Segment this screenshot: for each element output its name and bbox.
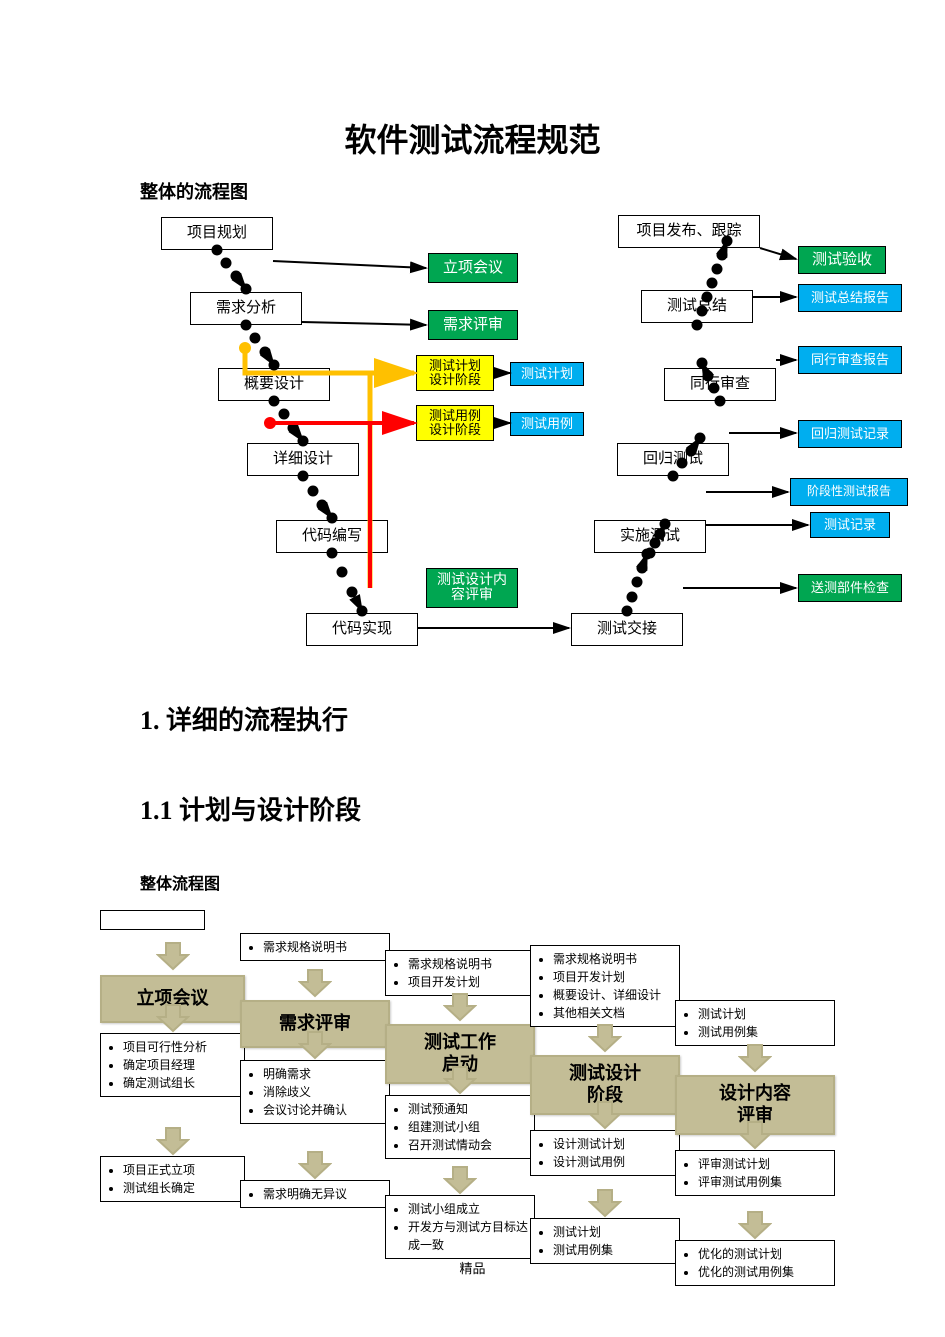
flow-node-b1: 测试计划: [510, 362, 584, 386]
flow-node-g2: 需求评审: [428, 310, 518, 340]
flow2-input-box: 测试计划测试用例集: [675, 1000, 835, 1046]
down-arrow-icon: [443, 992, 477, 1022]
flow-node-s6: 测试记录: [810, 512, 890, 538]
flow-node-s1: 测试验收: [798, 246, 886, 274]
down-arrow-icon: [156, 1126, 190, 1156]
down-arrow-icon: [738, 1210, 772, 1240]
down-arrow-icon: [156, 941, 190, 971]
flow-node-n1: 项目规划: [161, 217, 273, 250]
down-arrow-icon: [298, 1150, 332, 1180]
flow-node-g3: 测试设计内容评审: [426, 568, 518, 608]
flow-node-r6: 测试交接: [571, 613, 683, 646]
flow2-detail-box: 设计测试计划设计测试用例: [530, 1130, 680, 1176]
heading-1: 1. 详细的流程执行: [140, 700, 348, 737]
doc-title: 软件测试流程规范: [0, 115, 945, 161]
flow-node-s3: 同行审查报告: [798, 346, 902, 374]
down-arrow-icon: [588, 1188, 622, 1218]
flow-node-n4: 详细设计: [247, 443, 359, 476]
flow2-detail-box: 项目可行性分析确定项目经理确定测试组长: [100, 1033, 245, 1097]
flow2-start-box: [100, 910, 205, 930]
down-arrow-icon: [738, 1120, 772, 1150]
heading-1-1: 1.1 计划与设计阶段: [140, 790, 361, 827]
flow2-detail-box: 项目正式立项测试组长确定: [100, 1156, 245, 1202]
page: 软件测试流程规范 整体的流程图 项目规划需求分析概要设计详细设计代码编写代码实现…: [0, 0, 945, 1337]
section-2-title: 整体流程图: [140, 870, 220, 894]
down-arrow-icon: [588, 1100, 622, 1130]
down-arrow-icon: [156, 1003, 190, 1033]
flow2-detail-box: 明确需求消除歧义会议讨论并确认: [240, 1060, 390, 1124]
flow2-detail-box: 需求明确无异议: [240, 1180, 390, 1208]
down-arrow-icon: [298, 968, 332, 998]
flow2-detail-box: 测试预通知组建测试小组召开测试情动会: [385, 1095, 535, 1159]
flow-node-n6: 代码实现: [306, 613, 418, 646]
flow2-detail-box: 评审测试计划评审测试用例集: [675, 1150, 835, 1196]
down-arrow-icon: [443, 1065, 477, 1095]
flow2-input-box: 需求规格说明书: [240, 933, 390, 961]
flow-node-n3: 概要设计: [218, 368, 330, 401]
flow-node-s5: 阶段性测试报告: [790, 478, 908, 506]
flow-node-y1: 测试计划设计阶段: [416, 355, 494, 391]
flow-node-g1: 立项会议: [428, 253, 518, 283]
flow-node-r1: 项目发布、跟踪: [618, 215, 760, 248]
flow2-input-box: 需求规格说明书项目开发计划概要设计、详细设计其他相关文档: [530, 945, 680, 1027]
flow-node-n5: 代码编写: [276, 520, 388, 553]
flow-node-r4: 回归测试: [617, 443, 729, 476]
flow-node-n2: 需求分析: [190, 292, 302, 325]
flow-node-s7: 送测部件检查: [798, 574, 902, 602]
down-arrow-icon: [738, 1043, 772, 1073]
flow-node-r2: 测试总结: [641, 290, 753, 323]
down-arrow-icon: [443, 1165, 477, 1195]
flow-node-y2: 测试用例设计阶段: [416, 405, 494, 441]
down-arrow-icon: [298, 1030, 332, 1060]
section-0-title: 整体的流程图: [140, 178, 248, 204]
flow2-detail-box: 测试小组成立开发方与测试方目标达成一致: [385, 1195, 535, 1259]
flow-node-s4: 回归测试记录: [798, 420, 902, 448]
footer-text: 精品: [0, 1258, 945, 1277]
flow-node-b2: 测试用例: [510, 412, 584, 436]
flow-node-r3: 同行审查: [664, 368, 776, 401]
flow2-input-box: 需求规格说明书项目开发计划: [385, 950, 535, 996]
flow-node-s2: 测试总结报告: [798, 284, 902, 312]
down-arrow-icon: [588, 1023, 622, 1053]
flow-node-r5: 实施测试: [594, 520, 706, 553]
